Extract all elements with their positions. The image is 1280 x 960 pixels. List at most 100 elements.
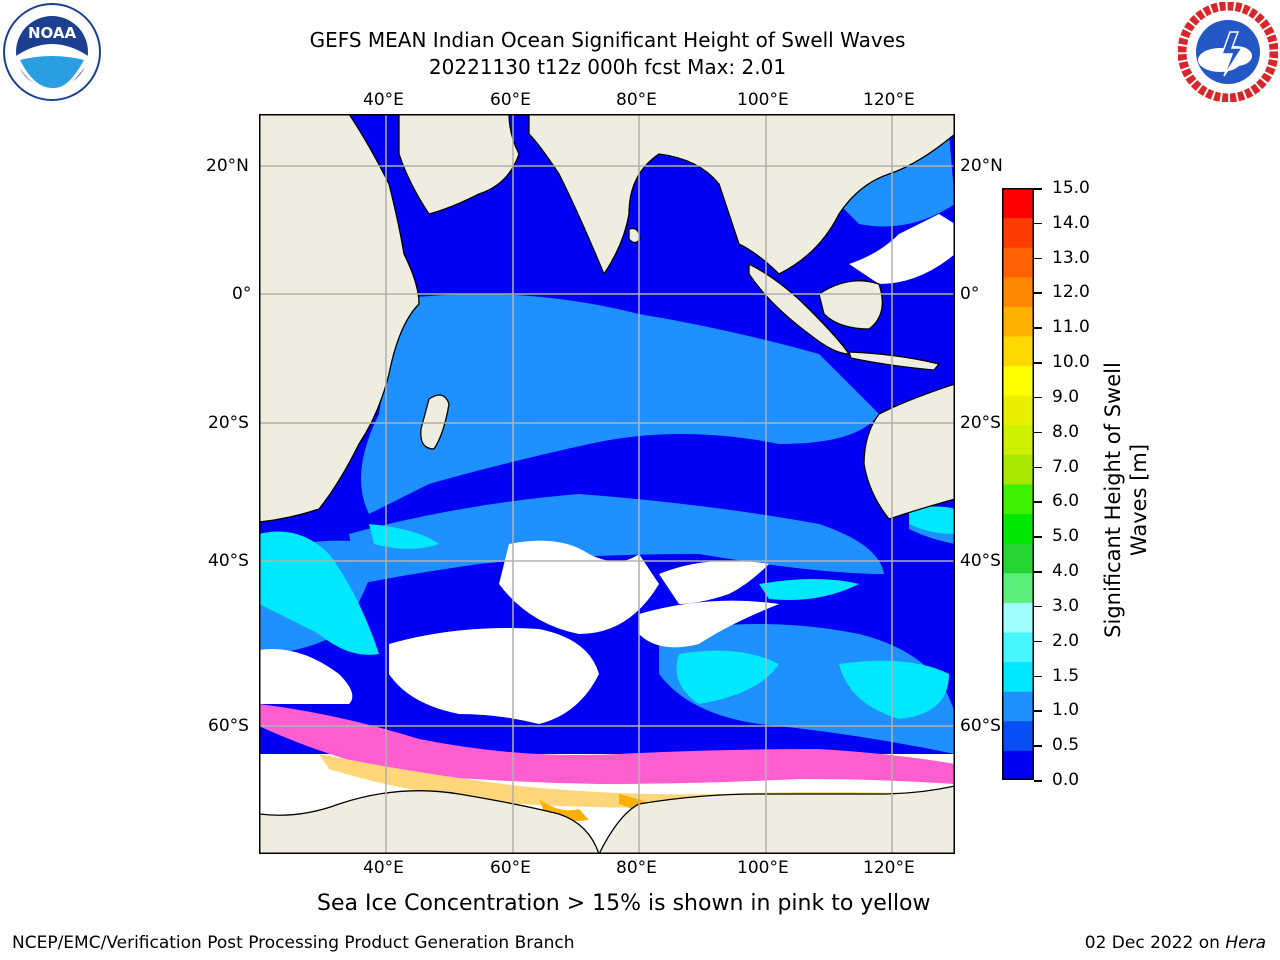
- colorbar-bin: [1002, 484, 1034, 515]
- lon-label-bottom-120e: 120°E: [863, 858, 915, 878]
- colorbar-frame: [1002, 188, 1034, 780]
- java: [848, 351, 941, 371]
- sumatra: [748, 262, 851, 355]
- map-frame: [259, 114, 955, 854]
- colorbar-tick-mark: [1034, 745, 1042, 747]
- colorbar-tick-label: 4.0: [1052, 561, 1080, 582]
- lat-label-left-40s: 40°S: [208, 551, 249, 571]
- colorbar-tick-mark: [1034, 536, 1042, 538]
- colorbar-tick-mark: [1034, 396, 1042, 399]
- colorbar-bin: [1002, 661, 1034, 692]
- colorbar-tick-mark: [1034, 571, 1042, 573]
- colorbar-bin: [1002, 750, 1034, 781]
- colorbar-bin: [1002, 632, 1034, 663]
- colorbar-tick-label: 11.0: [1052, 317, 1090, 338]
- colorbar-tick-mark: [1034, 605, 1042, 608]
- colorbar-bin: [1002, 691, 1034, 722]
- colorbar-tick-mark: [1034, 292, 1042, 294]
- lon-label-top-100e: 100°E: [737, 90, 789, 110]
- lon-label-bottom-60e: 60°E: [490, 858, 531, 878]
- lat-label-left-20n: 20°N: [206, 156, 249, 176]
- colorbar-bin: [1002, 306, 1034, 337]
- lon-label-bottom-80e: 80°E: [616, 858, 657, 878]
- colorbar-title-line1: Significant Height of Swell: [1101, 362, 1125, 638]
- graticule: [259, 114, 955, 854]
- colorbar-tick-label: 13.0: [1052, 247, 1090, 268]
- borneo: [818, 280, 883, 330]
- colorbar-bin: [1002, 247, 1034, 278]
- australia: [863, 383, 956, 520]
- colorbar-bin: [1002, 543, 1034, 574]
- colorbar-tick-mark: [1034, 188, 1042, 190]
- sri-lanka: [628, 227, 641, 244]
- colorbar-tick-mark: [1034, 466, 1042, 469]
- colorbar-tick-label: 12.0: [1052, 282, 1090, 303]
- sea-ice-caption: Sea Ice Concentration > 15% is shown in …: [317, 891, 931, 916]
- lat-label-right-0: 0°: [960, 284, 980, 304]
- colorbar: [1002, 188, 1034, 781]
- colorbar-tick-label: 0.0: [1052, 770, 1080, 790]
- colorbar-bin: [1002, 572, 1034, 603]
- colorbar-tick-mark: [1034, 257, 1042, 260]
- lat-label-left-0: 0°: [232, 284, 252, 304]
- noaa-logo-text: NOAA: [28, 24, 77, 42]
- colorbar-tick-label: 3.0: [1052, 595, 1080, 616]
- nws-logo: [1177, 1, 1279, 103]
- footer-host: Hera: [1225, 933, 1266, 953]
- colorbar-bin: [1002, 276, 1034, 307]
- colorbar-tick-mark: [1034, 780, 1042, 782]
- lat-label-right-20s: 20°S: [960, 413, 1001, 433]
- colorbar-tick-label: 14.0: [1052, 212, 1090, 233]
- lon-label-top-40e: 40°E: [363, 90, 404, 110]
- colorbar-tick-mark: [1034, 710, 1042, 712]
- colorbar-tick-label: 15.0: [1052, 178, 1090, 198]
- footer-right: 02 Dec 2022 on Hera: [1085, 933, 1266, 953]
- colorbar-bin: [1002, 395, 1034, 426]
- lat-label-right-40s: 40°S: [960, 551, 1001, 571]
- colorbar-tick-mark: [1034, 501, 1042, 503]
- colorbar-tick-mark: [1034, 362, 1042, 364]
- noaa-logo: NOAA: [2, 2, 102, 102]
- colorbar-title-line2: Waves [m]: [1127, 443, 1151, 557]
- colorbar-tick-mark: [1034, 222, 1042, 225]
- colorbar-bin: [1002, 602, 1034, 633]
- colorbar-bin: [1002, 217, 1034, 248]
- colorbar-svg: [1002, 188, 1034, 781]
- africa: [258, 113, 420, 523]
- lon-label-top-120e: 120°E: [863, 90, 915, 110]
- colorbar-tick-label: 7.0: [1052, 456, 1080, 477]
- lat-label-left-20s: 20°S: [208, 413, 249, 433]
- colorbar-tick-mark: [1034, 640, 1042, 643]
- madagascar: [420, 394, 450, 450]
- lon-label-bottom-100e: 100°E: [737, 858, 789, 878]
- colorbar-tick-mark: [1034, 431, 1042, 434]
- antarctica-east: [597, 785, 956, 855]
- chart-subtitle: 20221130 t12z 000h fcst Max: 2.01: [428, 55, 787, 79]
- lat-label-right-20n: 20°N: [960, 156, 1003, 176]
- footer-left: NCEP/EMC/Verification Post Processing Pr…: [12, 933, 575, 953]
- colorbar-title: Significant Height of Swell Waves [m]: [1100, 350, 1160, 650]
- colorbar-bin: [1002, 720, 1034, 751]
- colorbar-tick-mark: [1034, 675, 1042, 678]
- lon-label-top-80e: 80°E: [616, 90, 657, 110]
- colorbar-tick-label: 10.0: [1052, 352, 1090, 373]
- colorbar-bin: [1002, 336, 1034, 367]
- map-panel: [258, 113, 956, 855]
- colorbar-bin: [1002, 188, 1034, 219]
- map-svg: [258, 113, 956, 855]
- colorbar-tick-label: 0.5: [1052, 735, 1080, 756]
- lon-label-top-60e: 60°E: [490, 90, 531, 110]
- colorbar-tick-label: 5.0: [1052, 526, 1080, 547]
- colorbar-tick-label: 6.0: [1052, 491, 1080, 512]
- lat-label-right-60s: 60°S: [960, 716, 1001, 736]
- colorbar-labels: 15.0 14.0 13.0 12.0 11.0 10.0 9.0 8.0 7.0 6.0 5.0 4…: [1034, 178, 1102, 790]
- land: [258, 113, 956, 855]
- colorbar-bin: [1002, 454, 1034, 485]
- colorbar-tick-label: 1.5: [1052, 665, 1080, 686]
- colorbar-tick-label: 9.0: [1052, 386, 1080, 407]
- colorbar-tick-label: 1.0: [1052, 700, 1080, 721]
- colorbar-tick-label: 2.0: [1052, 630, 1080, 651]
- chart-title: GEFS MEAN Indian Ocean Significant Heigh…: [309, 28, 906, 52]
- lon-label-bottom-40e: 40°E: [363, 858, 404, 878]
- footer-date: 02 Dec 2022 on: [1084, 933, 1226, 953]
